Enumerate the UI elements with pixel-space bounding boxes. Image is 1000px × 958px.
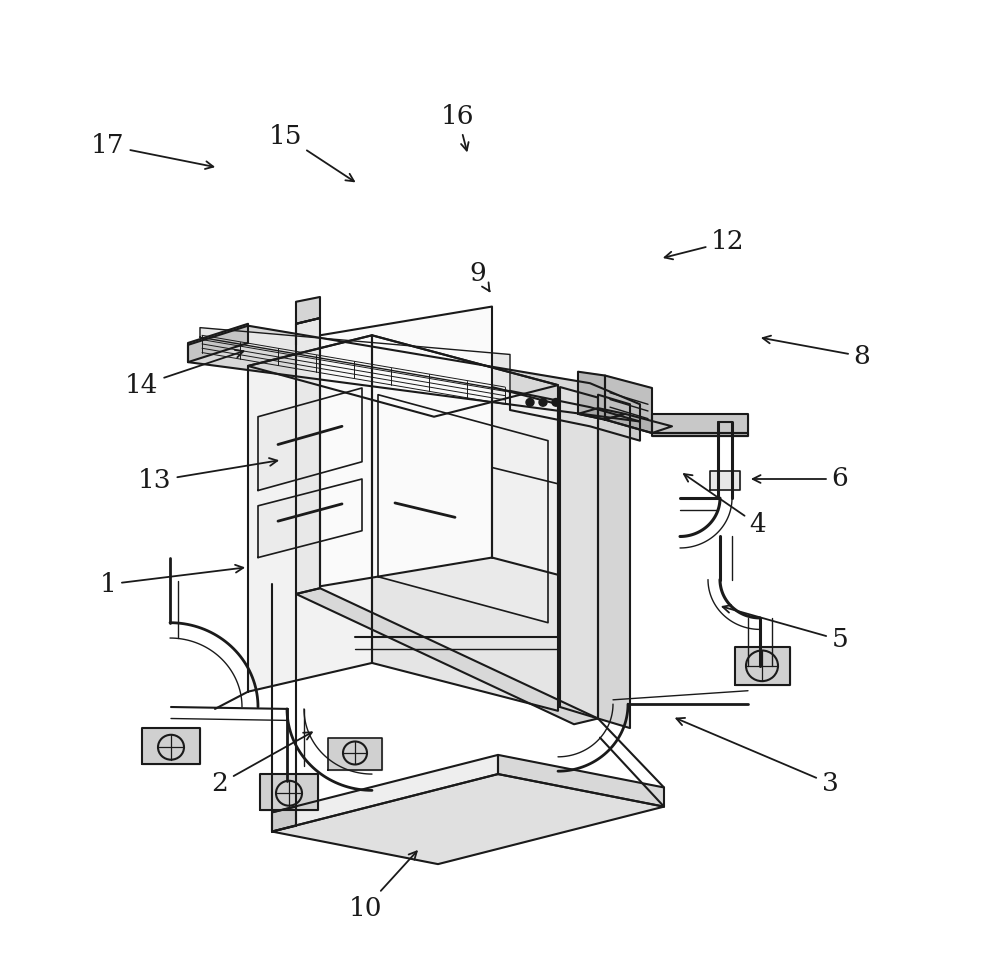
Polygon shape (492, 387, 558, 575)
Text: 12: 12 (665, 229, 745, 260)
Polygon shape (710, 471, 740, 490)
Polygon shape (188, 324, 248, 362)
Polygon shape (598, 395, 630, 728)
Polygon shape (258, 388, 362, 490)
Polygon shape (200, 328, 510, 391)
Polygon shape (578, 408, 625, 420)
Polygon shape (320, 307, 492, 586)
Polygon shape (498, 755, 664, 807)
Text: 1: 1 (100, 565, 243, 597)
Text: 13: 13 (138, 458, 277, 493)
Polygon shape (652, 433, 748, 436)
Text: 3: 3 (676, 718, 838, 796)
Text: 2: 2 (212, 732, 312, 796)
Text: 8: 8 (763, 335, 870, 369)
Text: 9: 9 (470, 261, 490, 291)
Polygon shape (378, 395, 548, 623)
Polygon shape (272, 807, 296, 832)
Polygon shape (296, 297, 320, 324)
Polygon shape (296, 588, 598, 724)
Polygon shape (188, 326, 640, 422)
Polygon shape (296, 318, 320, 594)
Text: 16: 16 (441, 104, 475, 150)
Circle shape (526, 399, 534, 406)
Text: 15: 15 (268, 124, 354, 181)
Polygon shape (328, 738, 382, 770)
Polygon shape (142, 728, 200, 764)
Polygon shape (260, 774, 318, 810)
Polygon shape (272, 774, 664, 864)
Polygon shape (248, 335, 372, 692)
Text: 6: 6 (753, 467, 848, 491)
Text: 5: 5 (723, 605, 848, 652)
Polygon shape (372, 335, 558, 711)
Polygon shape (578, 372, 605, 420)
Circle shape (539, 399, 547, 406)
Polygon shape (605, 376, 652, 433)
Text: 10: 10 (348, 852, 417, 921)
Text: 4: 4 (684, 474, 766, 537)
Circle shape (552, 399, 560, 406)
Text: 14: 14 (125, 350, 243, 398)
Text: 17: 17 (91, 133, 213, 169)
Polygon shape (510, 391, 640, 441)
Polygon shape (248, 335, 558, 417)
Polygon shape (272, 755, 498, 832)
Polygon shape (735, 647, 790, 685)
Polygon shape (560, 387, 598, 718)
Polygon shape (258, 479, 362, 558)
Polygon shape (652, 414, 748, 433)
Polygon shape (605, 414, 672, 433)
